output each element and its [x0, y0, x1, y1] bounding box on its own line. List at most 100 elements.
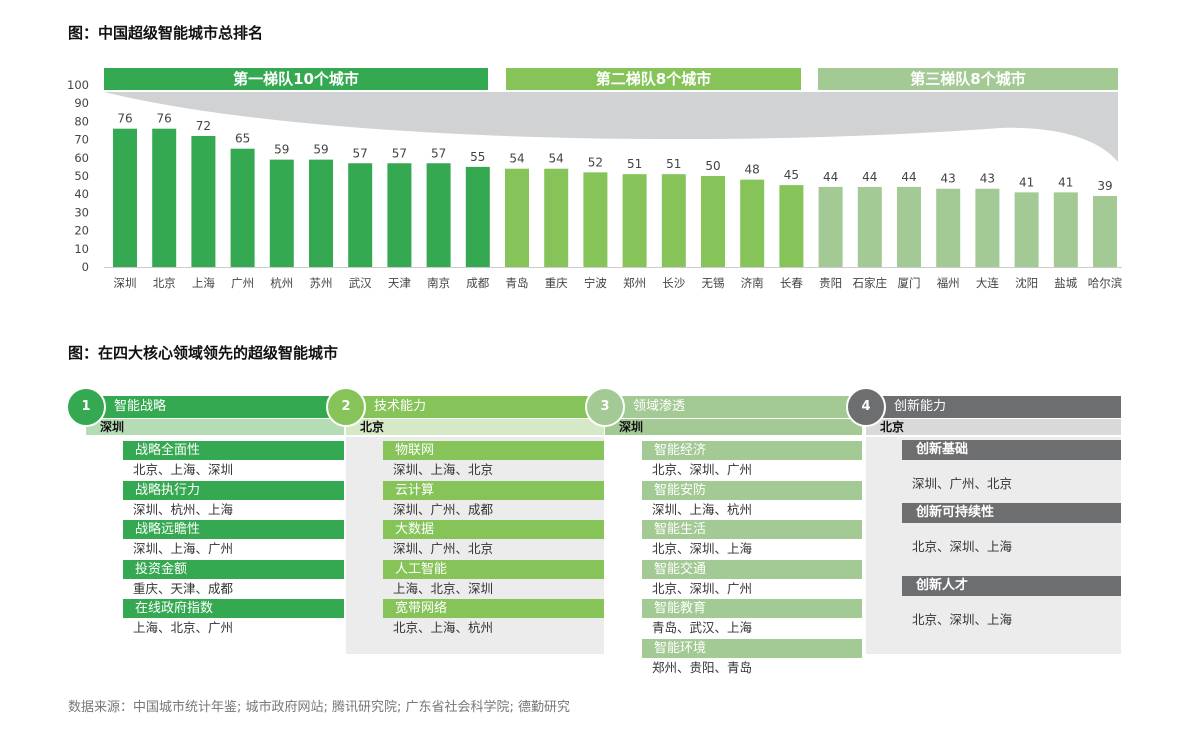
bar	[387, 163, 412, 267]
x-category-label: 杭州	[270, 276, 293, 290]
bar-value-label: 65	[235, 132, 250, 146]
bar-value-label: 41	[1058, 175, 1073, 189]
x-category-label: 郑州	[623, 276, 646, 290]
bar-value-label: 44	[823, 170, 838, 184]
bar-value-label: 48	[745, 163, 760, 177]
x-category-label: 重庆	[545, 276, 568, 290]
bar-value-label: 76	[157, 112, 172, 126]
panel-title: 领域渗透	[633, 399, 686, 414]
gray-trend-shape	[104, 92, 1118, 162]
bar	[152, 128, 177, 267]
metric-top-cities: 北京、深圳、上海	[912, 539, 1013, 554]
bar-value-label: 50	[705, 159, 720, 173]
bar-value-label: 54	[509, 152, 524, 166]
x-category-label: 盐城	[1054, 276, 1077, 290]
metric-top-cities: 北京、上海、深圳	[133, 462, 234, 477]
bar	[505, 168, 529, 267]
bar-value-label: 45	[784, 168, 799, 182]
x-category-label: 大连	[976, 276, 999, 290]
bar-value-label: 52	[588, 155, 603, 169]
bar-value-label: 51	[666, 157, 681, 171]
panel-lead-city: 深圳	[86, 419, 344, 435]
bar-value-label: 59	[313, 143, 328, 157]
panel-header	[605, 396, 862, 418]
metric-label: 战略远瞻性	[123, 520, 344, 539]
y-tick-label: 80	[74, 114, 89, 128]
tier-3-band: 第三梯队8个城市	[818, 68, 1118, 90]
bar-value-label: 51	[627, 157, 642, 171]
panel-title: 创新能力	[894, 399, 947, 414]
bar-value-label: 43	[941, 172, 956, 186]
metric-label: 宽带网络	[383, 599, 604, 618]
bar-value-label: 39	[1097, 179, 1112, 193]
bar	[1093, 196, 1117, 267]
bar	[701, 176, 725, 267]
metric-label: 创新可持续性	[902, 503, 1121, 523]
bar-value-label: 72	[196, 119, 211, 133]
bar	[544, 168, 569, 267]
metric-label: 智能经济	[642, 441, 862, 460]
panel-lead-city: 深圳	[605, 419, 862, 435]
y-tick-label: 20	[74, 224, 89, 238]
bar-value-label: 55	[470, 150, 485, 164]
metric-top-cities: 深圳、上海、广州	[133, 541, 234, 556]
metric-top-cities: 深圳、上海、北京	[393, 462, 494, 477]
metric-label: 智能交通	[642, 559, 862, 579]
bar	[779, 185, 804, 267]
bar	[348, 163, 373, 267]
bar	[583, 172, 608, 267]
metric-top-cities: 北京、上海、杭州	[393, 620, 494, 635]
bar	[740, 179, 765, 267]
metric-label: 大数据	[383, 520, 604, 539]
x-category-label: 成都	[466, 276, 489, 290]
x-category-label: 青岛	[506, 276, 529, 290]
x-category-label: 长沙	[662, 276, 685, 290]
x-category-label: 苏州	[310, 276, 333, 290]
bar	[897, 186, 921, 267]
panel-header	[346, 396, 604, 418]
bar-value-label: 57	[392, 146, 407, 160]
tier-1-band: 第一梯队10个城市	[104, 68, 488, 90]
metric-label: 战略执行力	[123, 480, 344, 500]
metric-label: 智能教育	[642, 599, 862, 618]
metric-label: 人工智能	[383, 559, 604, 579]
x-category-label: 天津	[388, 276, 411, 290]
metric-label: 智能安防	[642, 480, 862, 500]
y-tick-label: 0	[82, 260, 89, 274]
metric-label: 云计算	[383, 480, 604, 500]
metric-top-cities: 郑州、贵阳、青岛	[652, 659, 753, 675]
x-category-label: 无锡	[702, 276, 725, 290]
bar	[661, 174, 686, 267]
panel-number: 3	[585, 387, 625, 427]
x-category-label: 福州	[937, 276, 960, 290]
data-source: 数据来源：中国城市统计年鉴; 城市政府网站; 腾讯研究院; 广东省社会科学院; …	[68, 700, 571, 715]
bar-value-label: 57	[431, 146, 446, 160]
x-category-label: 哈尔滨	[1088, 276, 1123, 290]
bar	[113, 128, 137, 267]
y-tick-label: 60	[74, 151, 89, 165]
figure-2-title: 图：在四大核心领域领先的超级智能城市	[68, 344, 339, 362]
panel-lead-city: 北京	[866, 419, 1121, 435]
metric-label: 物联网	[383, 441, 604, 460]
metric-label: 在线政府指数	[123, 599, 344, 618]
x-category-label: 北京	[153, 276, 176, 290]
metric-label: 智能生活	[642, 520, 862, 539]
y-tick-label: 40	[74, 187, 89, 201]
bar	[191, 135, 216, 267]
metric-top-cities: 深圳、上海、杭州	[652, 501, 753, 517]
y-tick-label: 50	[74, 169, 89, 183]
bar-value-label: 41	[1019, 175, 1034, 189]
bar-value-label: 44	[901, 170, 916, 184]
bar	[426, 163, 451, 267]
bar-value-label: 54	[549, 152, 564, 166]
x-category-label: 深圳	[114, 276, 137, 290]
metric-top-cities: 北京、深圳、广州	[652, 580, 753, 596]
x-category-label: 武汉	[349, 276, 372, 290]
metric-top-cities: 深圳、广州、北京	[393, 541, 494, 556]
bar-value-label: 59	[274, 143, 289, 157]
bar	[230, 148, 255, 267]
bar-value-label: 57	[353, 146, 368, 160]
tier-2-band: 第二梯队8个城市	[506, 68, 801, 90]
x-category-label: 济南	[741, 276, 764, 290]
metric-label: 投资金额	[123, 559, 344, 579]
